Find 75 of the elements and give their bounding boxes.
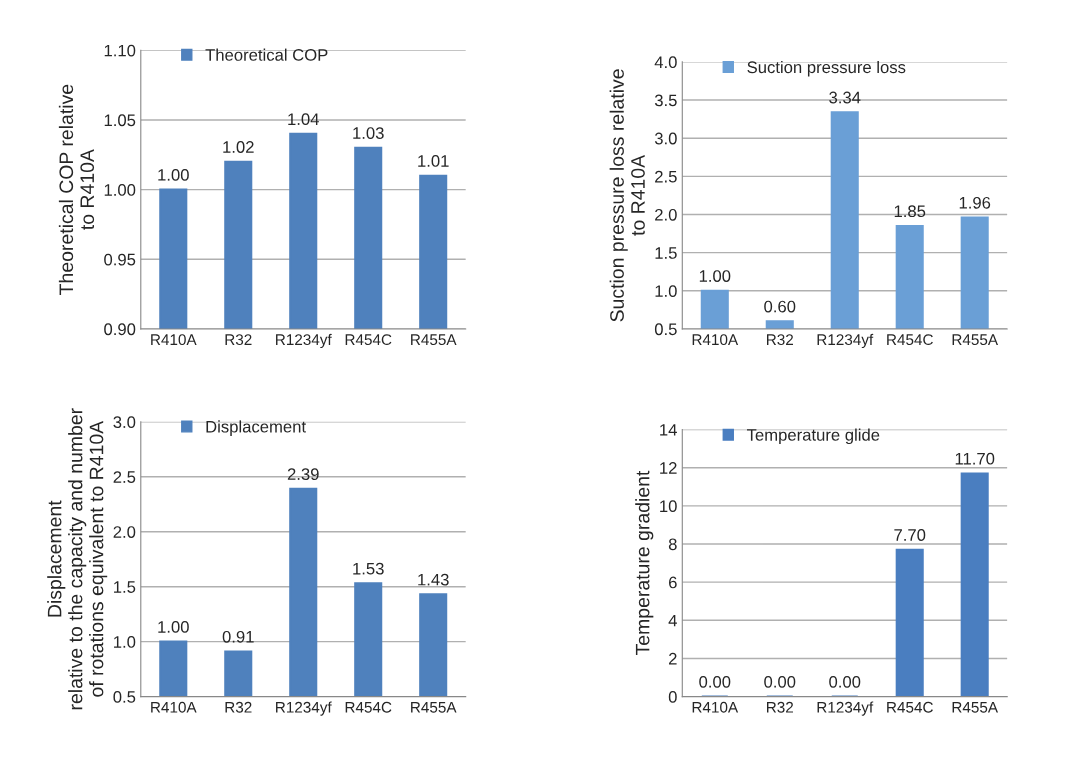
y-tick-label: 0.5: [654, 323, 677, 336]
x-tick-label: R454C: [887, 701, 933, 713]
data-label: 0.91: [222, 630, 254, 643]
data-label: 1.00: [158, 168, 189, 181]
y-tick-label: 2.5: [655, 170, 677, 183]
x-tick-label: R1234yf: [817, 333, 874, 349]
data-label: 7.70: [894, 529, 926, 541]
data-label: 1.53: [353, 562, 384, 575]
data-label: 1.00: [699, 270, 731, 282]
x-tick-label: R410A: [151, 701, 197, 713]
x-tick-label: R410A: [692, 334, 739, 346]
y-tick-label: 1.05: [104, 114, 136, 127]
x-tick-label: R454C: [887, 334, 933, 346]
data-label: 0.00: [829, 675, 861, 688]
data-label: 2.39: [287, 468, 319, 481]
y-tick-label: 0.90: [104, 323, 136, 336]
x-tick-label: R454C: [345, 334, 392, 346]
x-tick-label: R1234yf: [817, 701, 874, 716]
legend-label: Suction pressure loss: [747, 60, 906, 77]
y-tick-label: 1.0: [655, 285, 677, 298]
data-label: 1.04: [288, 113, 319, 126]
y-tick-label: 6: [669, 576, 677, 589]
x-tick-label: R410A: [692, 701, 739, 713]
y-tick-label: 12: [660, 462, 677, 474]
x-tick-label: R1234yf: [276, 701, 332, 716]
data-label: 3.34: [829, 91, 861, 104]
x-tick-label: R455A: [952, 334, 999, 346]
legend-label: Displacement: [206, 420, 306, 436]
x-tick-label: R410A: [151, 334, 197, 346]
y-tick-label: 0.5: [113, 691, 136, 703]
x-tick-label: R1234yf: [276, 333, 332, 349]
y-tick-label: 3.5: [654, 94, 677, 107]
y-tick-label: 8: [668, 538, 677, 551]
data-label: 0.60: [764, 300, 796, 313]
data-label: 1.85: [894, 205, 926, 218]
data-label: 1.00: [158, 620, 189, 633]
data-label: 1.01: [418, 155, 449, 167]
data-label: 1.03: [353, 127, 384, 139]
x-tick-label: R32: [225, 701, 252, 713]
y-tick-label: 1.5: [655, 247, 677, 259]
y-axis-title: Theoretical COP relative to R410A: [58, 84, 95, 295]
y-tick-label: 2.0: [113, 526, 136, 538]
x-tick-label: R454C: [345, 701, 392, 713]
y-tick-label: 14: [660, 424, 677, 436]
y-tick-label: 1.00: [104, 184, 136, 196]
x-tick-label: R455A: [411, 702, 457, 713]
x-tick-label: R32: [767, 334, 794, 346]
y-tick-label: 3.0: [113, 416, 136, 429]
data-label: 0.00: [764, 675, 796, 688]
y-tick-label: 4: [668, 614, 677, 627]
data-label: 11.70: [955, 452, 995, 465]
y-tick-label: 3.0: [654, 132, 677, 145]
y-tick-label: 1.0: [114, 636, 136, 648]
y-tick-label: 2.0: [655, 208, 677, 221]
y-tick-label: 0.95: [104, 253, 136, 266]
x-tick-label: R32: [767, 701, 794, 713]
y-tick-label: 1.10: [104, 44, 136, 57]
y-tick-label: 1.5: [114, 581, 136, 593]
y-axis-title: Temperature gradient: [635, 470, 654, 656]
data-label: 0.00: [699, 675, 731, 688]
legend-label: Temperature glide: [746, 428, 880, 445]
x-tick-label: R32: [225, 334, 252, 346]
data-label: 1.43: [418, 573, 449, 586]
y-tick-label: 10: [660, 500, 677, 513]
y-axis-title: Displacement relative to the capacity and number of rotations equivalent to R410A: [47, 408, 108, 710]
y-axis-title: Suction pressure loss relative to R410A: [609, 69, 645, 322]
data-label: 1.96: [959, 196, 991, 209]
y-tick-label: 2: [669, 652, 677, 665]
x-tick-label: R455A: [952, 702, 999, 713]
y-tick-label: 2.5: [113, 471, 136, 483]
x-tick-label: R455A: [411, 334, 457, 346]
y-tick-label: 0: [668, 691, 677, 703]
legend-label: Theoretical COP: [205, 48, 328, 61]
data-label: 1.02: [223, 141, 254, 153]
y-tick-label: 4.0: [654, 56, 677, 69]
